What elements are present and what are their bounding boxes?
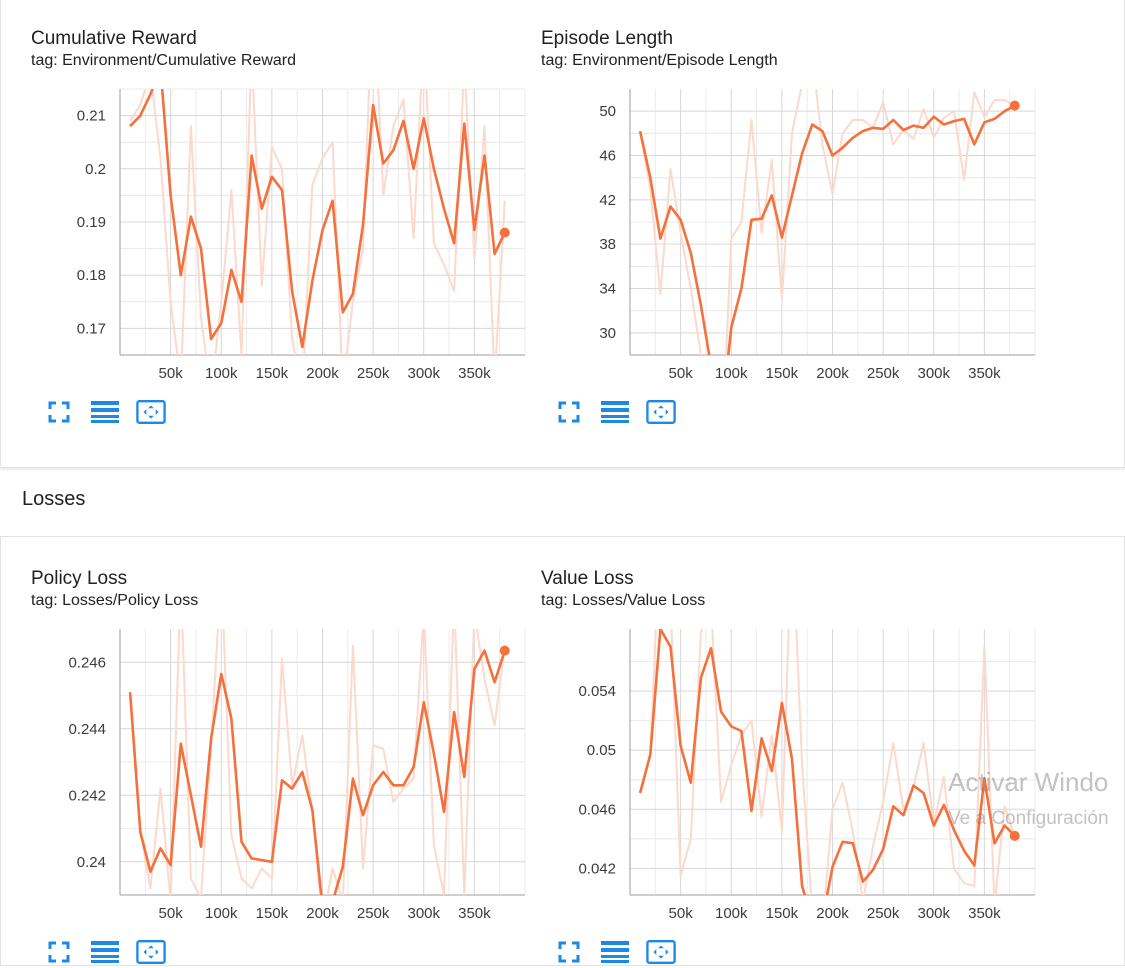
x-tick-label: 150k — [256, 365, 289, 382]
y-tick-label: 42 — [599, 192, 616, 209]
x-tick-label: 100k — [205, 905, 238, 922]
x-tick-label: 200k — [816, 365, 849, 382]
x-tick-label: 50k — [669, 365, 694, 382]
y-tick-label: 0.18 — [77, 267, 106, 284]
y-tick-label: 0.17 — [77, 320, 106, 337]
x-tick-label: 150k — [256, 905, 289, 922]
chart-svg[interactable]: 0.24 0.242 0.244 0.246 50k 100k 150k 200k 250k 30… — [0, 568, 530, 938]
x-tick-label: 250k — [357, 365, 390, 382]
chart-tag: tag: Environment/Cumulative Reward — [31, 52, 297, 69]
x-tick-label: 250k — [357, 905, 390, 922]
last-point-marker — [1009, 830, 1020, 841]
x-tick-label: 350k — [968, 365, 1001, 382]
x-tick-label: 250k — [867, 365, 900, 382]
y-tick-label: 30 — [599, 325, 616, 342]
y-tick-label: 46 — [599, 148, 616, 165]
y-tick-label: 0.054 — [578, 683, 616, 700]
chart-toolbar — [554, 398, 676, 426]
x-tick-label: 50k — [159, 905, 184, 922]
x-tick-label: 300k — [407, 905, 440, 922]
x-tick-label: 250k — [867, 905, 900, 922]
y-tick-label: 0.042 — [578, 860, 616, 877]
chart-tag: tag: Losses/Value Loss — [541, 592, 706, 609]
x-tick-label: 100k — [205, 365, 238, 382]
data-table-icon[interactable] — [600, 938, 630, 966]
x-tick-label: 300k — [407, 365, 440, 382]
fullscreen-icon[interactable] — [554, 938, 584, 966]
x-tick-label: 100k — [715, 365, 748, 382]
chart-toolbar — [554, 938, 676, 966]
fit-domain-icon[interactable] — [136, 938, 166, 966]
y-tick-label: 50 — [599, 103, 616, 120]
y-tick-label: 0.05 — [587, 742, 616, 759]
smoothed-series-line — [638, 104, 1016, 355]
chart-tag: tag: Losses/Policy Loss — [31, 592, 199, 609]
chart-toolbar — [44, 398, 166, 426]
y-tick-label: 0.246 — [68, 654, 106, 671]
y-tick-label: 38 — [599, 236, 616, 253]
panel-cumulative-reward: Cumulative Reward tag: Environment/Cumul… — [0, 28, 526, 428]
smoothed-series-line — [128, 649, 507, 895]
x-tick-label: 200k — [306, 905, 339, 922]
fit-domain-icon[interactable] — [136, 398, 166, 426]
data-table-icon[interactable] — [90, 938, 120, 966]
x-tick-label: 350k — [458, 365, 491, 382]
smoothed-series-line — [129, 89, 506, 349]
fullscreen-icon[interactable] — [44, 398, 74, 426]
x-tick-label: 50k — [159, 365, 184, 382]
y-tick-label: 0.2 — [85, 161, 106, 178]
y-tick-label: 0.21 — [77, 108, 106, 125]
section-title-losses: Losses — [22, 488, 86, 510]
x-tick-label: 200k — [816, 905, 849, 922]
x-tick-label: 350k — [458, 905, 491, 922]
windows-activation-watermark: Activar Windo — [948, 767, 1109, 797]
panel-policy-loss: Policy Loss tag: Losses/Policy Loss 0.24… — [0, 568, 526, 968]
y-tick-label: 0.19 — [77, 214, 106, 231]
x-tick-label: 350k — [968, 905, 1001, 922]
chart-svg[interactable]: 0.042 0.046 0.05 0.054 50k 100k 150k 200k 250k 30… — [510, 568, 1040, 938]
grid — [119, 629, 526, 895]
x-tick-label: 200k — [306, 365, 339, 382]
x-tick-label: 100k — [715, 905, 748, 922]
chart-title: Policy Loss — [31, 568, 128, 589]
raw-series-line — [639, 89, 1016, 355]
raw-series-line — [129, 89, 506, 355]
fit-domain-icon[interactable] — [646, 938, 676, 966]
y-tick-label: 0.24 — [77, 854, 106, 871]
x-tick-label: 150k — [766, 905, 799, 922]
y-tick-label: 0.242 — [68, 787, 106, 804]
panel-value-loss: Value Loss tag: Losses/Value Loss 0.042 0… — [510, 568, 1036, 968]
x-tick-label: 300k — [917, 365, 950, 382]
fit-domain-icon[interactable] — [646, 398, 676, 426]
x-tick-label: 300k — [917, 905, 950, 922]
chart-tag: tag: Environment/Episode Length — [541, 52, 778, 69]
smoothed-series-line — [638, 629, 1016, 895]
grid — [629, 89, 1036, 355]
fullscreen-icon[interactable] — [554, 398, 584, 426]
fullscreen-icon[interactable] — [44, 938, 74, 966]
windows-activation-subtext: Ve a Configuración — [948, 808, 1109, 829]
y-tick-label: 0.046 — [578, 801, 616, 818]
raw-series-line — [639, 629, 1016, 895]
last-point-marker — [1009, 100, 1020, 111]
last-point-marker — [499, 645, 510, 656]
last-point-marker — [499, 227, 510, 238]
chart-title: Episode Length — [541, 28, 674, 49]
x-tick-label: 150k — [766, 365, 799, 382]
panel-episode-length: Episode Length tag: Environment/Episode … — [510, 28, 1036, 428]
data-table-icon[interactable] — [90, 398, 120, 426]
chart-title: Cumulative Reward — [31, 28, 197, 49]
y-tick-label: 34 — [599, 281, 616, 298]
data-table-icon[interactable] — [600, 398, 630, 426]
chart-title: Value Loss — [541, 568, 634, 589]
chart-svg[interactable]: 30 34 38 42 46 50 50k 100k 150k 200k 250k 300k 350k — [510, 28, 1040, 398]
x-tick-label: 50k — [669, 905, 694, 922]
chart-toolbar — [44, 938, 166, 966]
y-tick-label: 0.244 — [68, 721, 106, 738]
chart-svg[interactable]: 0.17 0.18 0.19 0.2 0.21 50k 100k 150k 200k 250k 30… — [0, 28, 530, 398]
